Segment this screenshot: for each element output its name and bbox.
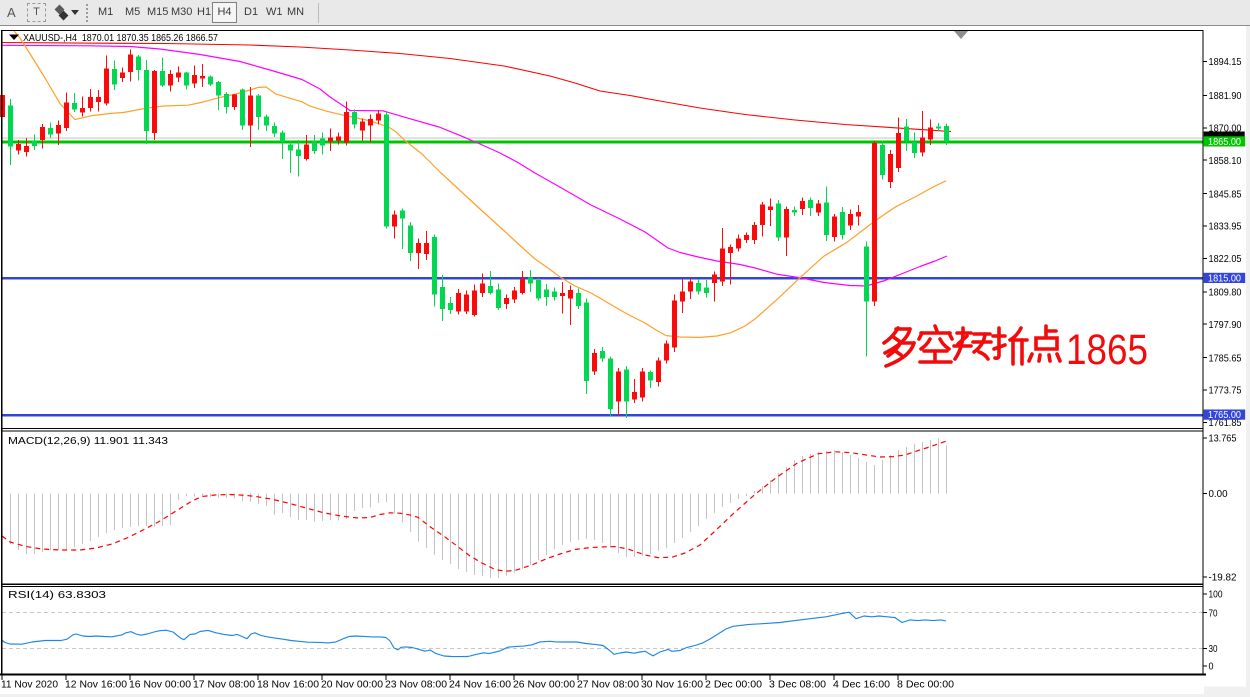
svg-text:-19.82: -19.82 xyxy=(1209,572,1237,584)
svg-text:12 Nov 16:00: 12 Nov 16:00 xyxy=(65,679,127,691)
svg-text:1845.85: 1845.85 xyxy=(1209,188,1242,200)
svg-text:17 Nov 08:00: 17 Nov 08:00 xyxy=(193,679,255,691)
svg-text:1858.10: 1858.10 xyxy=(1209,155,1242,167)
svg-text:1773.75: 1773.75 xyxy=(1209,385,1242,397)
svg-text:1797.90: 1797.90 xyxy=(1209,319,1242,331)
svg-text:1809.80: 1809.80 xyxy=(1209,287,1242,299)
svg-text:1765.00: 1765.00 xyxy=(1208,409,1241,421)
svg-text:0: 0 xyxy=(1209,661,1214,673)
svg-text:24 Nov 16:00: 24 Nov 16:00 xyxy=(449,679,511,691)
svg-text:1865: 1865 xyxy=(1066,326,1148,374)
svg-text:16 Nov 00:00: 16 Nov 00:00 xyxy=(129,679,191,691)
svg-text:100: 100 xyxy=(1209,589,1223,601)
svg-text:70: 70 xyxy=(1209,607,1218,619)
svg-text:26 Nov 00:00: 26 Nov 00:00 xyxy=(513,679,575,691)
svg-text:8 Dec 00:00: 8 Dec 00:00 xyxy=(897,679,954,691)
svg-text:1833.95: 1833.95 xyxy=(1209,221,1242,233)
svg-text:30 Nov 16:00: 30 Nov 16:00 xyxy=(641,679,703,691)
svg-text:1822.05: 1822.05 xyxy=(1209,253,1242,265)
svg-text:18 Nov 16:00: 18 Nov 16:00 xyxy=(257,679,319,691)
svg-text:13.765: 13.765 xyxy=(1209,433,1237,445)
svg-text:1881.90: 1881.90 xyxy=(1209,90,1242,102)
svg-text:XAUUSD-,H4 1870.01 1870.35 18: XAUUSD-,H4 1870.01 1870.35 1865.26 1866.… xyxy=(23,32,218,44)
svg-text:1865.00: 1865.00 xyxy=(1208,136,1241,148)
svg-text:3 Dec 08:00: 3 Dec 08:00 xyxy=(769,679,826,691)
svg-text:0.00: 0.00 xyxy=(1209,488,1228,500)
svg-text:27 Nov 08:00: 27 Nov 08:00 xyxy=(577,679,639,691)
svg-text:MACD(12,26,9) 11.901 11.343: MACD(12,26,9) 11.901 11.343 xyxy=(8,435,168,447)
svg-text:11 Nov 2020: 11 Nov 2020 xyxy=(1,679,58,691)
svg-text:2 Dec 00:00: 2 Dec 00:00 xyxy=(705,679,762,691)
svg-text:4 Dec 16:00: 4 Dec 16:00 xyxy=(833,679,890,691)
svg-text:23 Nov 08:00: 23 Nov 08:00 xyxy=(385,679,447,691)
svg-text:1761.85: 1761.85 xyxy=(1209,417,1242,429)
svg-text:1815.00: 1815.00 xyxy=(1208,272,1241,284)
svg-text:30: 30 xyxy=(1209,643,1218,655)
svg-text:1785.65: 1785.65 xyxy=(1209,352,1242,364)
svg-text:1894.15: 1894.15 xyxy=(1209,56,1242,68)
svg-text:RSI(14) 63.8303: RSI(14) 63.8303 xyxy=(8,589,106,601)
svg-text:20 Nov 00:00: 20 Nov 00:00 xyxy=(321,679,383,691)
